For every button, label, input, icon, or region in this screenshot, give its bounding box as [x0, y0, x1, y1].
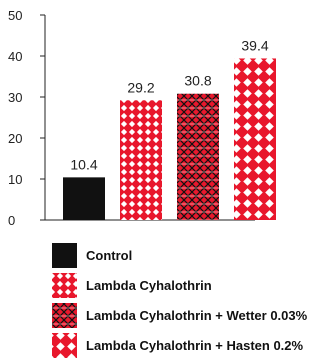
bars: 10.4 29.2 30.8 39.4: [63, 37, 276, 221]
bar: [177, 93, 219, 220]
legend-label: Control: [86, 248, 132, 263]
y-tick-label: 0: [8, 213, 15, 228]
y-tick-label: 50: [8, 8, 22, 23]
bar: [120, 100, 162, 220]
y-tick-label: 20: [8, 131, 22, 146]
bar: [234, 58, 276, 221]
bar-value-label: 29.2: [127, 79, 154, 95]
legend-swatch: [52, 333, 77, 358]
bar-value-label: 39.4: [241, 37, 268, 53]
legend-label: Lambda Cyhalothrin: [86, 278, 212, 293]
bar-value-label: 10.4: [70, 156, 97, 172]
legend: Control Lambda Cyhalothrin Lambda Cyhaloth…: [52, 243, 308, 358]
legend-swatch: [52, 303, 77, 328]
legend-label: Lambda Cyhalothrin + Wetter 0.03%: [86, 308, 308, 323]
legend-swatch: [52, 243, 77, 268]
y-tick-label: 40: [8, 49, 22, 64]
legend-swatch: [52, 273, 77, 298]
legend-label: Lambda Cyhalothrin + Hasten 0.2%: [86, 338, 304, 353]
y-axis: 0 10 20 30 40 50: [8, 8, 46, 228]
y-tick-label: 30: [8, 90, 22, 105]
y-tick-label: 10: [8, 172, 22, 187]
bar: [63, 177, 105, 220]
bar-value-label: 30.8: [184, 73, 211, 89]
